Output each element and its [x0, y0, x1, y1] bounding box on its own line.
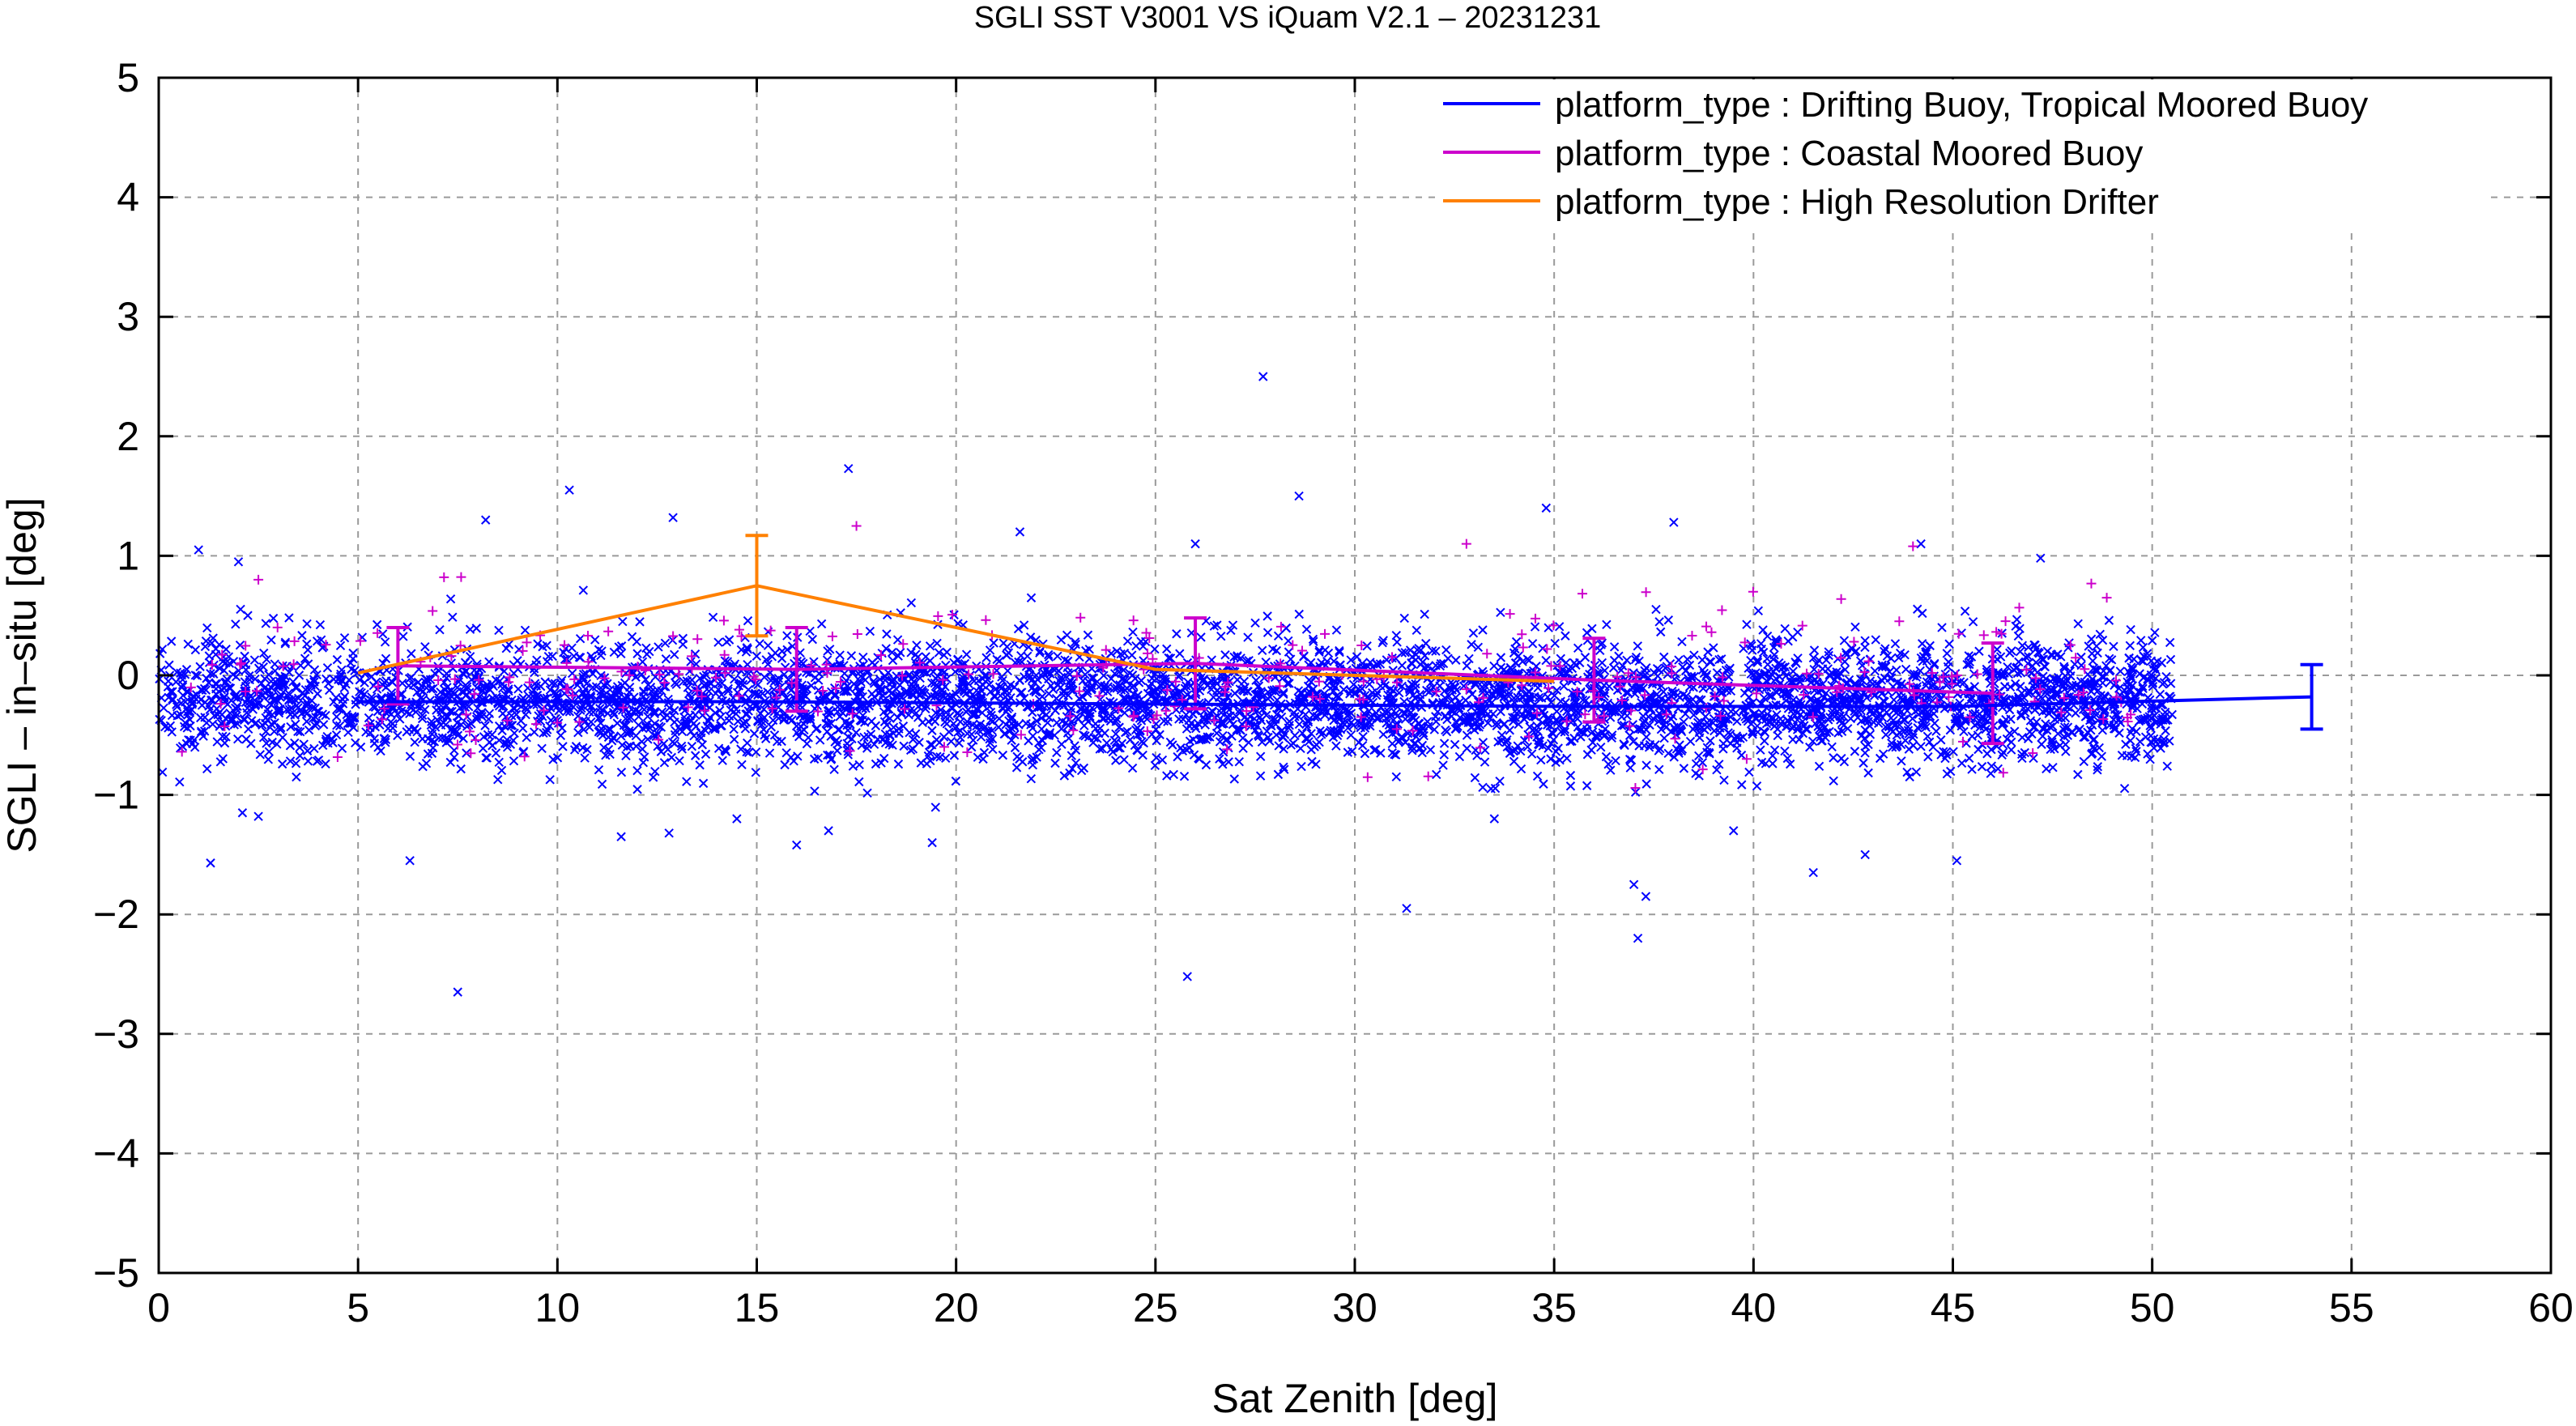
chart-title: SGLI SST V3001 VS iQuam V2.1 – 20231231 — [974, 1, 1602, 35]
